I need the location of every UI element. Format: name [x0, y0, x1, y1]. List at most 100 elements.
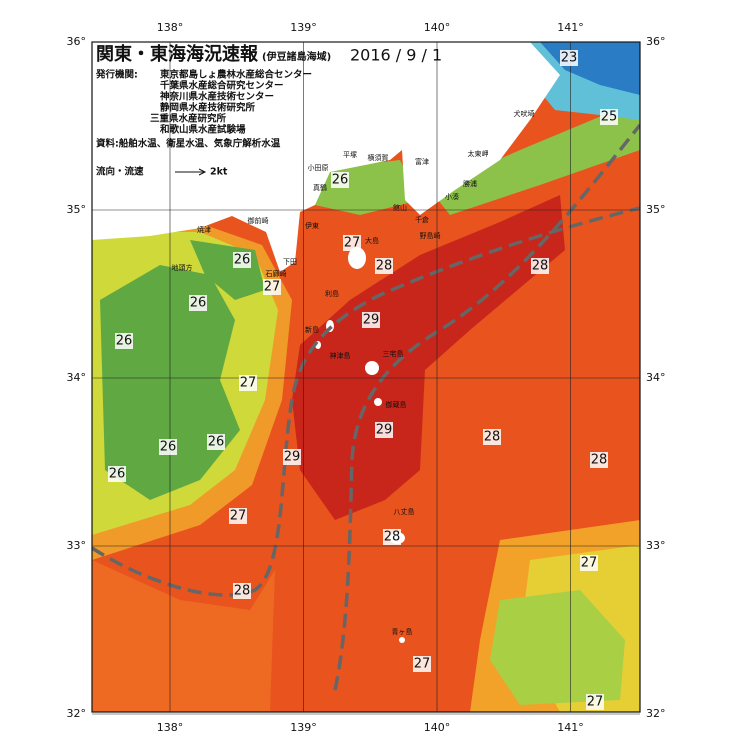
temperature-label: 28 [376, 259, 393, 274]
temperature-label: 27 [581, 556, 598, 571]
temperature-label: 29 [284, 450, 301, 465]
temperature-label-bg [383, 529, 401, 545]
temperature-label-bg [531, 258, 549, 274]
temperature-label: 28 [234, 584, 251, 599]
place-name: 地頭方 [172, 263, 193, 272]
temperature-label-bg [362, 312, 380, 328]
place-name: 利島 [325, 289, 339, 298]
temperature-label: 27 [587, 695, 604, 710]
lon-label: 139° [290, 721, 317, 734]
temperature-label: 26 [116, 334, 133, 349]
temperature-label-bg [331, 172, 349, 188]
place-name: 小田原 [308, 163, 329, 172]
temperature-label-bg [108, 466, 126, 482]
issuer: 東京都島しょ農林水産総合センター [159, 69, 312, 81]
legend-arrow-head [198, 168, 207, 176]
temperature-label: 25 [601, 110, 618, 125]
temperature-label-bg [375, 422, 393, 438]
temperature-label-bg [115, 333, 133, 349]
issuer: 千葉県水産総合研究センター [160, 80, 284, 92]
lon-label: 138° [157, 721, 184, 734]
lon-label: 139° [290, 21, 317, 34]
place-name: 横須賀 [368, 153, 389, 162]
place-name: 青ヶ島 [392, 627, 413, 636]
place-name: 伊東 [305, 221, 319, 230]
lat-label: 32° [67, 707, 87, 720]
temperature-label: 26 [160, 440, 177, 455]
issuer: 神奈川県水産技術センター [160, 91, 274, 103]
sources: 資料:船舶水温、衛星水温、気象庁解析水温 [96, 138, 281, 150]
lat-label: 36° [646, 35, 666, 48]
temperature-label-bg [159, 439, 177, 455]
temperature-label: 27 [344, 236, 361, 251]
temperature-label-bg [233, 252, 251, 268]
place-name: 館山 [393, 203, 407, 212]
lat-label: 35° [67, 203, 87, 216]
region: (伊豆諸島海域) [262, 50, 331, 63]
lat-label: 32° [646, 707, 666, 720]
temperature-label: 26 [190, 296, 207, 311]
place-name: 犬吠埼 [514, 109, 535, 118]
place-name: 神津島 [330, 351, 351, 360]
temperature-label: 29 [363, 313, 380, 328]
temperature-label: 28 [384, 530, 401, 545]
temperature-label-bg [600, 109, 618, 125]
temperature-label-bg [229, 508, 247, 524]
legend-speed: 2kt [210, 167, 228, 178]
temperature-label-bg [586, 694, 604, 710]
place-name: 石廊崎 [266, 269, 287, 278]
lat-label: 34° [67, 371, 87, 384]
issuer: 三重県水産研究所 [150, 113, 227, 125]
place-name: 大島 [365, 236, 379, 245]
place-name: 御蔵島 [386, 400, 407, 409]
temperature-label: 26 [332, 173, 349, 188]
lat-label: 33° [67, 539, 87, 552]
temperature-label: 29 [376, 423, 393, 438]
temperature-label-bg [375, 258, 393, 274]
place-name: 八丈島 [394, 507, 415, 516]
temperature-label-bg [483, 429, 501, 445]
place-name: 野島崎 [420, 231, 441, 240]
place-name: 新島 [305, 325, 319, 334]
temperature-label-bg [207, 434, 225, 450]
temperature-label-bg [590, 452, 608, 468]
place-name: 勝浦 [463, 179, 477, 188]
temperature-label-bg [233, 583, 251, 599]
temperature-label: 28 [591, 453, 608, 468]
temperature-label: 27 [230, 509, 247, 524]
lat-label: 36° [67, 35, 87, 48]
temperature-label: 28 [484, 430, 501, 445]
place-name: 太東岬 [468, 149, 489, 158]
lon-label: 140° [424, 21, 451, 34]
place-name: 富津 [415, 157, 429, 166]
lon-label: 141° [557, 21, 584, 34]
issuer: 和歌山県水産試験場 [159, 124, 246, 136]
temperature-label: 28 [532, 259, 549, 274]
issuer-label: 発行機関: [95, 69, 138, 81]
temperature-label: 23 [561, 51, 578, 66]
labels: 138° 138° 139° 139° 140° 140° 141° 141° 36° 36° 35… [67, 21, 666, 734]
lat-label: 35° [646, 203, 666, 216]
temperature-label-bg [560, 50, 578, 66]
temperature-label-bg [263, 279, 281, 295]
lon-label: 141° [557, 721, 584, 734]
temperature-label: 26 [234, 253, 251, 268]
lon-label: 138° [157, 21, 184, 34]
place-name: 平塚 [343, 150, 357, 159]
lon-label: 140° [424, 721, 451, 734]
temperature-label: 27 [414, 657, 431, 672]
legend-label: 流向・流速 [96, 166, 144, 178]
temperature-label: 27 [240, 376, 257, 391]
place-name: 三宅島 [383, 349, 404, 358]
temperature-label-bg [239, 375, 257, 391]
place-name: 真鶴 [313, 183, 327, 192]
temperature-label-bg [580, 555, 598, 571]
place-name: 焼津 [197, 225, 211, 234]
lat-label: 34° [646, 371, 666, 384]
temperature-label-bg [343, 235, 361, 251]
place-name: 千倉 [415, 215, 429, 224]
temperature-label-bg [283, 449, 301, 465]
place-name: 御前崎 [248, 216, 269, 225]
temperature-label-bg [189, 295, 207, 311]
